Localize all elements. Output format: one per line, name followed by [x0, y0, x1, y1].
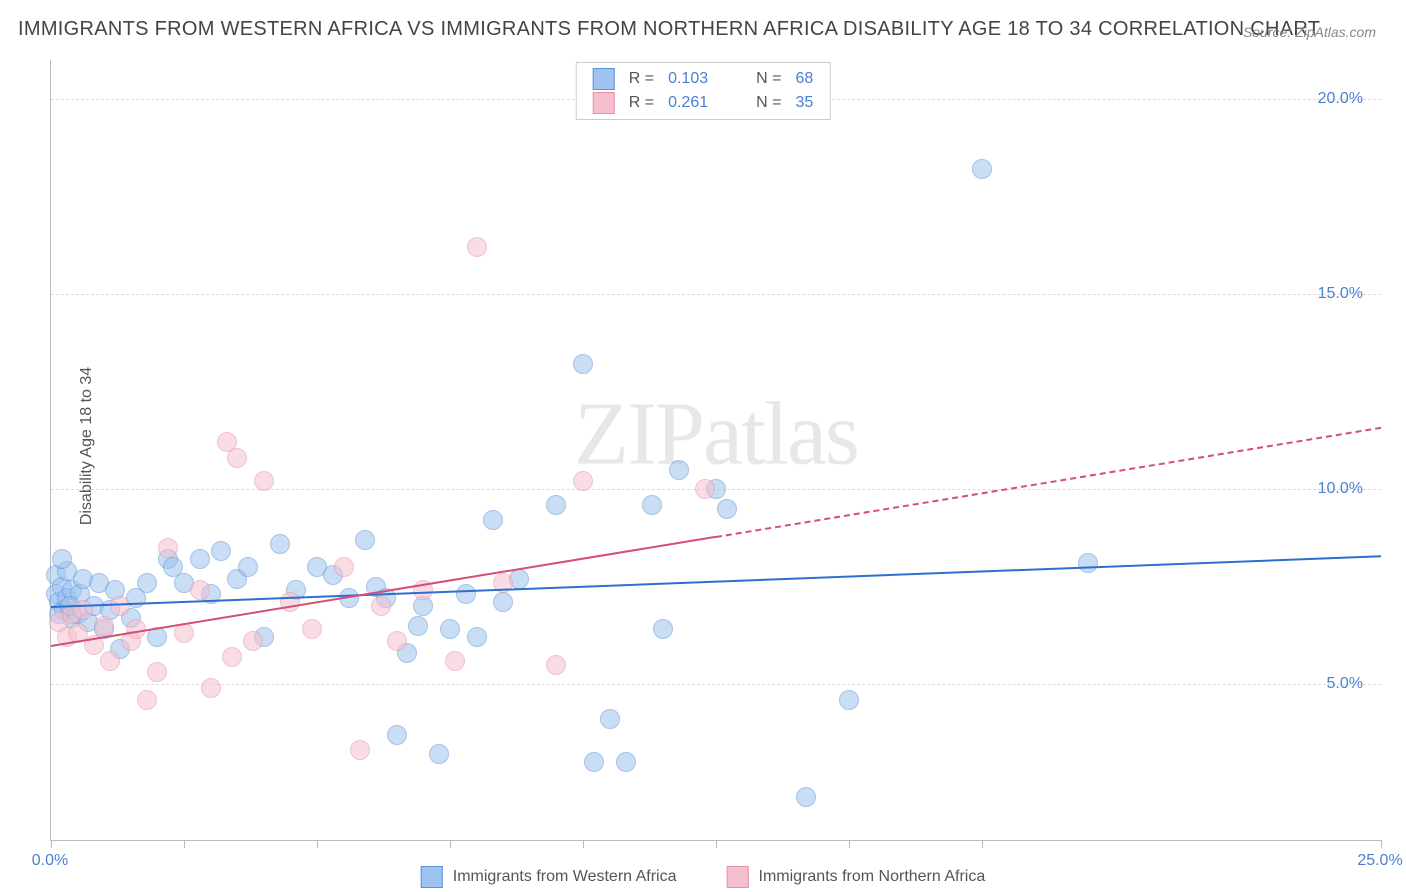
n-label: N = [756, 94, 781, 112]
legend-stats-row: R = 0.261 N = 35 [593, 91, 814, 115]
data-point [387, 725, 407, 745]
data-point [573, 471, 593, 491]
data-point [243, 631, 263, 651]
data-point [387, 631, 407, 651]
data-point [227, 448, 247, 468]
y-tick-label: 15.0% [1318, 285, 1363, 303]
data-point [147, 662, 167, 682]
data-point [350, 740, 370, 760]
series-name: Immigrants from Western Africa [453, 868, 677, 886]
plot-area: ZIPatlas 5.0% 10.0% 15.0% 20.0% [50, 60, 1381, 841]
x-tick [317, 840, 318, 848]
data-point [355, 530, 375, 550]
y-tick-label: 5.0% [1327, 675, 1363, 693]
legend-swatch [421, 866, 443, 888]
legend-series-item: Immigrants from Northern Africa [727, 866, 986, 888]
source-attribution: Source: ZipAtlas.com [1243, 24, 1376, 40]
series-name: Immigrants from Northern Africa [759, 868, 986, 886]
n-label: N = [756, 70, 781, 88]
data-point [467, 627, 487, 647]
data-point [137, 690, 157, 710]
n-value: 35 [795, 94, 813, 112]
data-point [211, 541, 231, 561]
data-point [972, 159, 992, 179]
watermark: ZIPatlas [574, 383, 858, 486]
legend-stats-row: R = 0.103 N = 68 [593, 67, 814, 91]
data-point [467, 237, 487, 257]
trend-line [716, 427, 1381, 538]
data-point [190, 580, 210, 600]
legend-swatch [593, 68, 615, 90]
legend-series: Immigrants from Western Africa Immigrants… [421, 866, 986, 888]
data-point [280, 592, 300, 612]
data-point [302, 619, 322, 639]
data-point [653, 619, 673, 639]
x-tick [849, 840, 850, 848]
data-point [334, 557, 354, 577]
data-point [52, 549, 72, 569]
legend-swatch [593, 92, 615, 114]
r-value: 0.103 [668, 70, 708, 88]
legend-swatch [727, 866, 749, 888]
x-tick [716, 840, 717, 848]
n-value: 68 [795, 70, 813, 88]
data-point [190, 549, 210, 569]
legend-stats: R = 0.103 N = 68 R = 0.261 N = 35 [576, 62, 831, 120]
r-label: R = [629, 70, 654, 88]
x-tick [450, 840, 451, 848]
data-point [73, 600, 93, 620]
data-point [254, 471, 274, 491]
data-point [445, 651, 465, 671]
data-point [546, 655, 566, 675]
data-point [429, 744, 449, 764]
x-tick [1381, 840, 1382, 848]
data-point [616, 752, 636, 772]
y-tick-label: 10.0% [1318, 480, 1363, 498]
data-point [440, 619, 460, 639]
data-point [546, 495, 566, 515]
x-tick [184, 840, 185, 848]
data-point [222, 647, 242, 667]
data-point [238, 557, 258, 577]
data-point [1078, 553, 1098, 573]
data-point [100, 651, 120, 671]
data-point [456, 584, 476, 604]
y-tick-label: 20.0% [1318, 90, 1363, 108]
x-tick [982, 840, 983, 848]
data-point [695, 479, 715, 499]
gridline [51, 294, 1381, 295]
data-point [717, 499, 737, 519]
data-point [584, 752, 604, 772]
data-point [483, 510, 503, 530]
data-point [408, 616, 428, 636]
data-point [573, 354, 593, 374]
data-point [158, 538, 178, 558]
data-point [669, 460, 689, 480]
data-point [270, 534, 290, 554]
r-value: 0.261 [668, 94, 708, 112]
r-label: R = [629, 94, 654, 112]
data-point [600, 709, 620, 729]
data-point [493, 592, 513, 612]
data-point [839, 690, 859, 710]
data-point [796, 787, 816, 807]
data-point [94, 616, 114, 636]
legend-series-item: Immigrants from Western Africa [421, 866, 677, 888]
x-tick-label: 0.0% [32, 852, 68, 870]
x-tick [51, 840, 52, 848]
x-tick [583, 840, 584, 848]
data-point [642, 495, 662, 515]
data-point [110, 596, 130, 616]
gridline [51, 684, 1381, 685]
x-tick-label: 25.0% [1357, 852, 1402, 870]
data-point [371, 596, 391, 616]
data-point [201, 678, 221, 698]
chart-title: IMMIGRANTS FROM WESTERN AFRICA VS IMMIGR… [18, 18, 1320, 41]
